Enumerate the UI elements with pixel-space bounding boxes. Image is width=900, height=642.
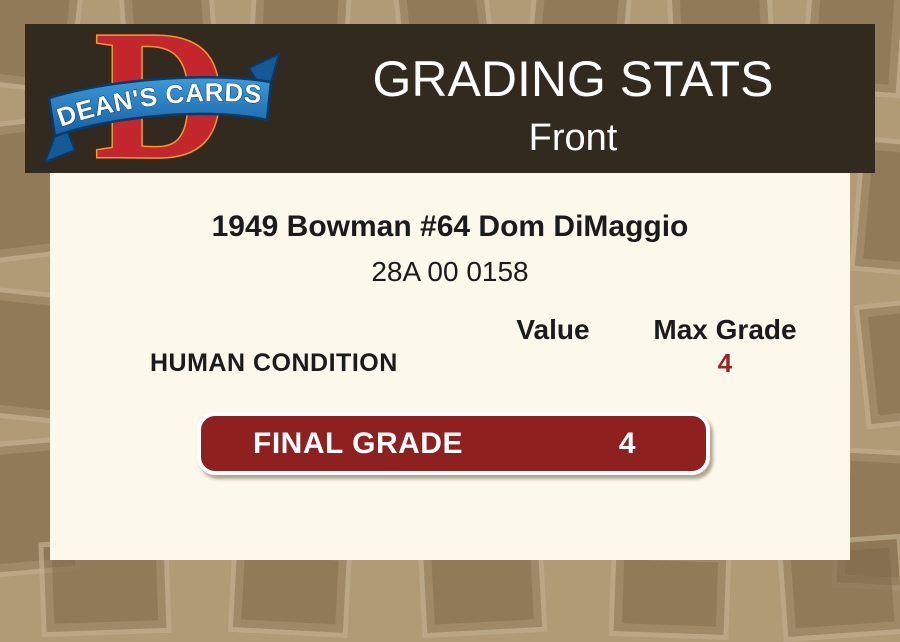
deans-cards-logo[interactable]: D DEAN'S CARDS: [45, 32, 281, 172]
content-panel: 1949 Bowman #64 Dom DiMaggio 28A 00 0158…: [50, 173, 850, 560]
column-header-value: Value: [516, 314, 590, 345]
background-card-art: [608, 545, 732, 641]
logo-ribbon-band: [47, 76, 273, 138]
row-label-human-condition: HUMAN CONDITION: [150, 349, 398, 377]
card-serial-number: 28A 00 0158: [371, 256, 529, 287]
final-grade-bar: FINAL GRADE 4: [197, 412, 710, 475]
header-titles: GRADING STATS Front: [246, 50, 900, 160]
final-grade-label: FINAL GRADE: [253, 426, 463, 460]
row-max-grade-human-condition: 4: [717, 348, 733, 378]
column-header-max-grade: Max Grade: [653, 314, 797, 345]
page-subtitle: Front: [528, 117, 618, 159]
page-title: GRADING STATS: [372, 51, 774, 107]
background-card-art: [853, 295, 900, 430]
final-grade-value: 4: [618, 426, 636, 460]
header-bar: D DEAN'S CARDS GRADING STATS Front: [25, 24, 875, 173]
card-title: 1949 Bowman #64 Dom DiMaggio: [211, 210, 689, 243]
